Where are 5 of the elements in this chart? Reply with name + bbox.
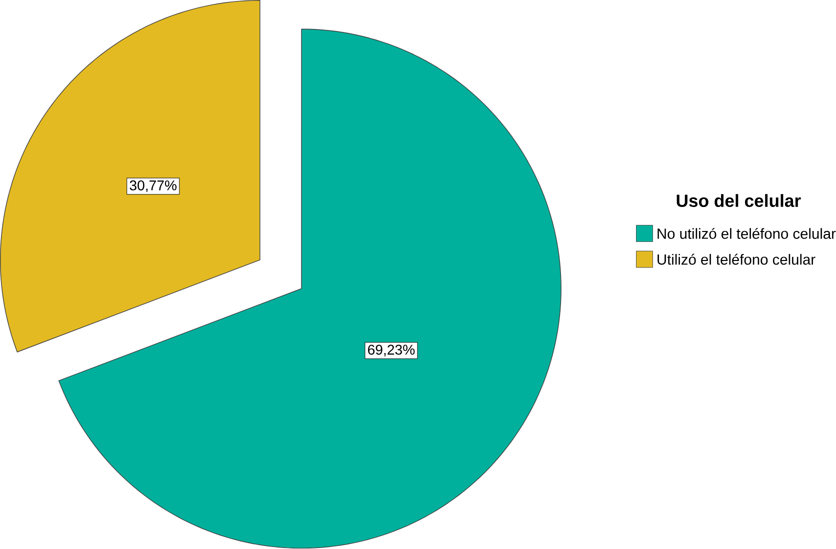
legend-title: Uso del celular bbox=[676, 194, 801, 208]
legend-label: Utilizó el teléfono celular bbox=[658, 254, 816, 265]
data-label: 69,23% bbox=[368, 344, 415, 357]
data-label: 30,77% bbox=[130, 180, 177, 192]
legend-label: No utilizó el teléfono celular bbox=[658, 228, 836, 240]
